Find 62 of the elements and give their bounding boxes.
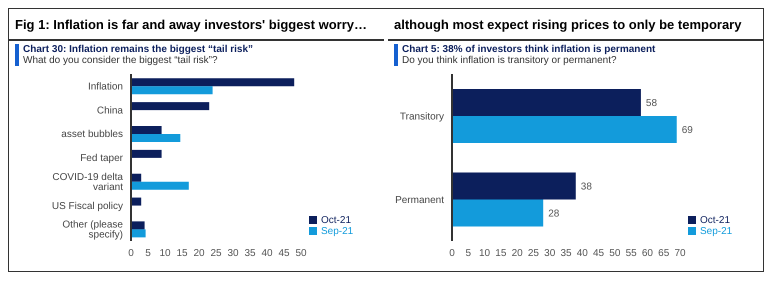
caption: Fig 1: Inflation is far and away investors' biggest worry…: [15, 16, 367, 32]
x-tick-label: 30: [227, 248, 239, 260]
chart-title: Chart 5: 38% of investors think inflation is permanent: [402, 44, 656, 55]
x-tick-label: 20: [193, 248, 205, 260]
bar: [452, 172, 576, 200]
x-tick-label: 35: [560, 248, 572, 260]
bar: [452, 200, 544, 227]
text: although most expect rising prices to only be temporary: [394, 16, 742, 32]
bar: [131, 126, 162, 134]
bar: [131, 150, 162, 158]
y-tick-label: China: [96, 105, 124, 116]
bar: [131, 86, 213, 94]
bar: [452, 116, 677, 144]
y-tick-label: Fed taper: [80, 153, 124, 164]
x-tick-label: 65: [658, 248, 670, 260]
bar: [131, 229, 146, 238]
bar: [131, 182, 189, 190]
x-tick-label: 55: [626, 248, 638, 260]
x-tick-label: 20: [512, 248, 524, 260]
bar: [131, 102, 210, 110]
data-label: 28: [548, 208, 560, 220]
x-tick-label: 25: [528, 248, 540, 260]
y-tick-label: US Fiscal policy: [52, 200, 123, 212]
x-tick-label: 50: [295, 248, 307, 260]
y-tick-label: COVID-19 delta variant: [52, 172, 124, 193]
x-tick-label: 45: [278, 248, 290, 260]
chart-title: Chart 30: Inflation remains the biggest “tail risk”: [23, 44, 254, 55]
data-label: 58: [646, 98, 658, 110]
legend-label: Sep-21: [321, 226, 354, 237]
x-tick-label: 5: [145, 248, 152, 260]
bar: [131, 78, 294, 86]
x-tick-label: 5: [466, 248, 472, 260]
x-tick-label: 0: [449, 248, 456, 260]
data-label: 69: [682, 125, 694, 136]
x-tick-label: 40: [576, 248, 588, 260]
bar: [131, 221, 145, 230]
x-tick-label: 0: [128, 248, 134, 260]
bar: [131, 134, 180, 142]
bar: [452, 89, 641, 116]
y-tick-label: Permanent: [395, 194, 444, 206]
data-label: 38: [580, 182, 592, 193]
x-tick-label: 15: [176, 248, 188, 260]
y-tick-label: Transitory: [400, 111, 444, 122]
y-tick-label: Other (please specify): [62, 220, 124, 241]
x-tick-label: 70: [674, 248, 686, 260]
x-tick-label: 50: [609, 248, 621, 260]
y-tick-label: asset bubbles: [61, 129, 123, 140]
legend-label: Oct-21: [700, 215, 730, 226]
x-tick-label: 60: [642, 248, 654, 260]
x-tick-label: 40: [261, 248, 273, 260]
chart-subtitle: Do you think inflation is transitory or permanent?: [402, 55, 618, 66]
chart-subtitle: What do you consider the biggest “tail risk”?: [23, 55, 219, 66]
x-tick-label: 35: [244, 248, 256, 260]
x-tick-label: 45: [593, 248, 605, 260]
x-tick-label: 25: [210, 248, 222, 260]
x-tick-label: 15: [495, 248, 507, 260]
x-tick-label: 10: [479, 248, 491, 260]
x-tick-label: 30: [544, 248, 556, 260]
legend-label: Oct-21: [321, 215, 352, 226]
legend-label: Sep-21: [700, 226, 732, 237]
y-tick-label: Inflation: [88, 81, 123, 92]
x-tick-label: 10: [159, 248, 171, 260]
